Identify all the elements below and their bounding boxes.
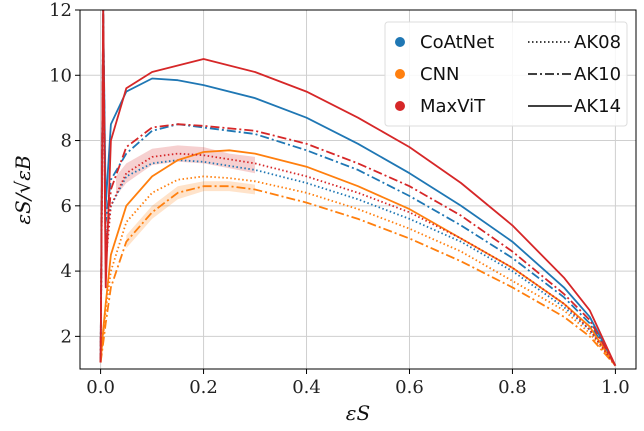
series-cnn-ak14 bbox=[99, 149, 617, 367]
y-axis-title: εS/√εB bbox=[11, 155, 35, 224]
plot-frame bbox=[79, 9, 637, 370]
series-cnn-ak10 bbox=[99, 185, 617, 367]
legend-label-ak14: AK14 bbox=[574, 96, 621, 117]
x-tick-label-0: 0.0 bbox=[86, 377, 115, 398]
legend-label-ak10: AK10 bbox=[574, 64, 621, 85]
legend-marker-maxvit bbox=[395, 101, 405, 111]
series-cnn-ak08 bbox=[99, 175, 617, 367]
y-tick-label-4: 10 bbox=[49, 65, 72, 86]
y-tick-label-0: 2 bbox=[61, 326, 72, 347]
x-axis-title: εS bbox=[346, 401, 370, 425]
x-tick-label-5: 1.0 bbox=[601, 377, 630, 398]
legend-label-coatnet: CoAtNet bbox=[420, 32, 494, 53]
series-coatnet-ak14 bbox=[99, 10, 617, 367]
x-axis-ticks: 0.0 0.2 0.4 0.6 0.8 1.0 bbox=[86, 369, 630, 398]
legend-marker-cnn bbox=[395, 69, 405, 79]
series-maxvit-ak14 bbox=[99, 10, 617, 367]
x-tick-label-2: 0.4 bbox=[292, 377, 321, 398]
y-tick-label-1: 4 bbox=[61, 261, 72, 282]
legend-label-maxvit: MaxViT bbox=[420, 96, 486, 117]
y-axis-ticks: 2 4 6 8 10 12 bbox=[49, 0, 80, 347]
series-maxvit-ak10 bbox=[99, 10, 617, 367]
y-tick-label-2: 6 bbox=[61, 196, 72, 217]
y-tick-label-5: 12 bbox=[49, 0, 72, 21]
series-maxvit-ak08 bbox=[99, 25, 617, 367]
x-tick-label-4: 0.8 bbox=[498, 377, 527, 398]
x-tick-label-1: 0.2 bbox=[189, 377, 218, 398]
y-tick-label-3: 8 bbox=[61, 131, 72, 152]
x-tick-label-3: 0.6 bbox=[395, 377, 424, 398]
legend-label-ak08: AK08 bbox=[574, 32, 621, 53]
legend-label-cnn: CNN bbox=[420, 64, 460, 85]
series-lines bbox=[99, 10, 617, 367]
legend-box bbox=[384, 21, 628, 127]
legend-marker-coatnet bbox=[395, 37, 405, 47]
legend: CoAtNet CNN MaxViT AK08 AK10 AK14 bbox=[384, 21, 628, 127]
